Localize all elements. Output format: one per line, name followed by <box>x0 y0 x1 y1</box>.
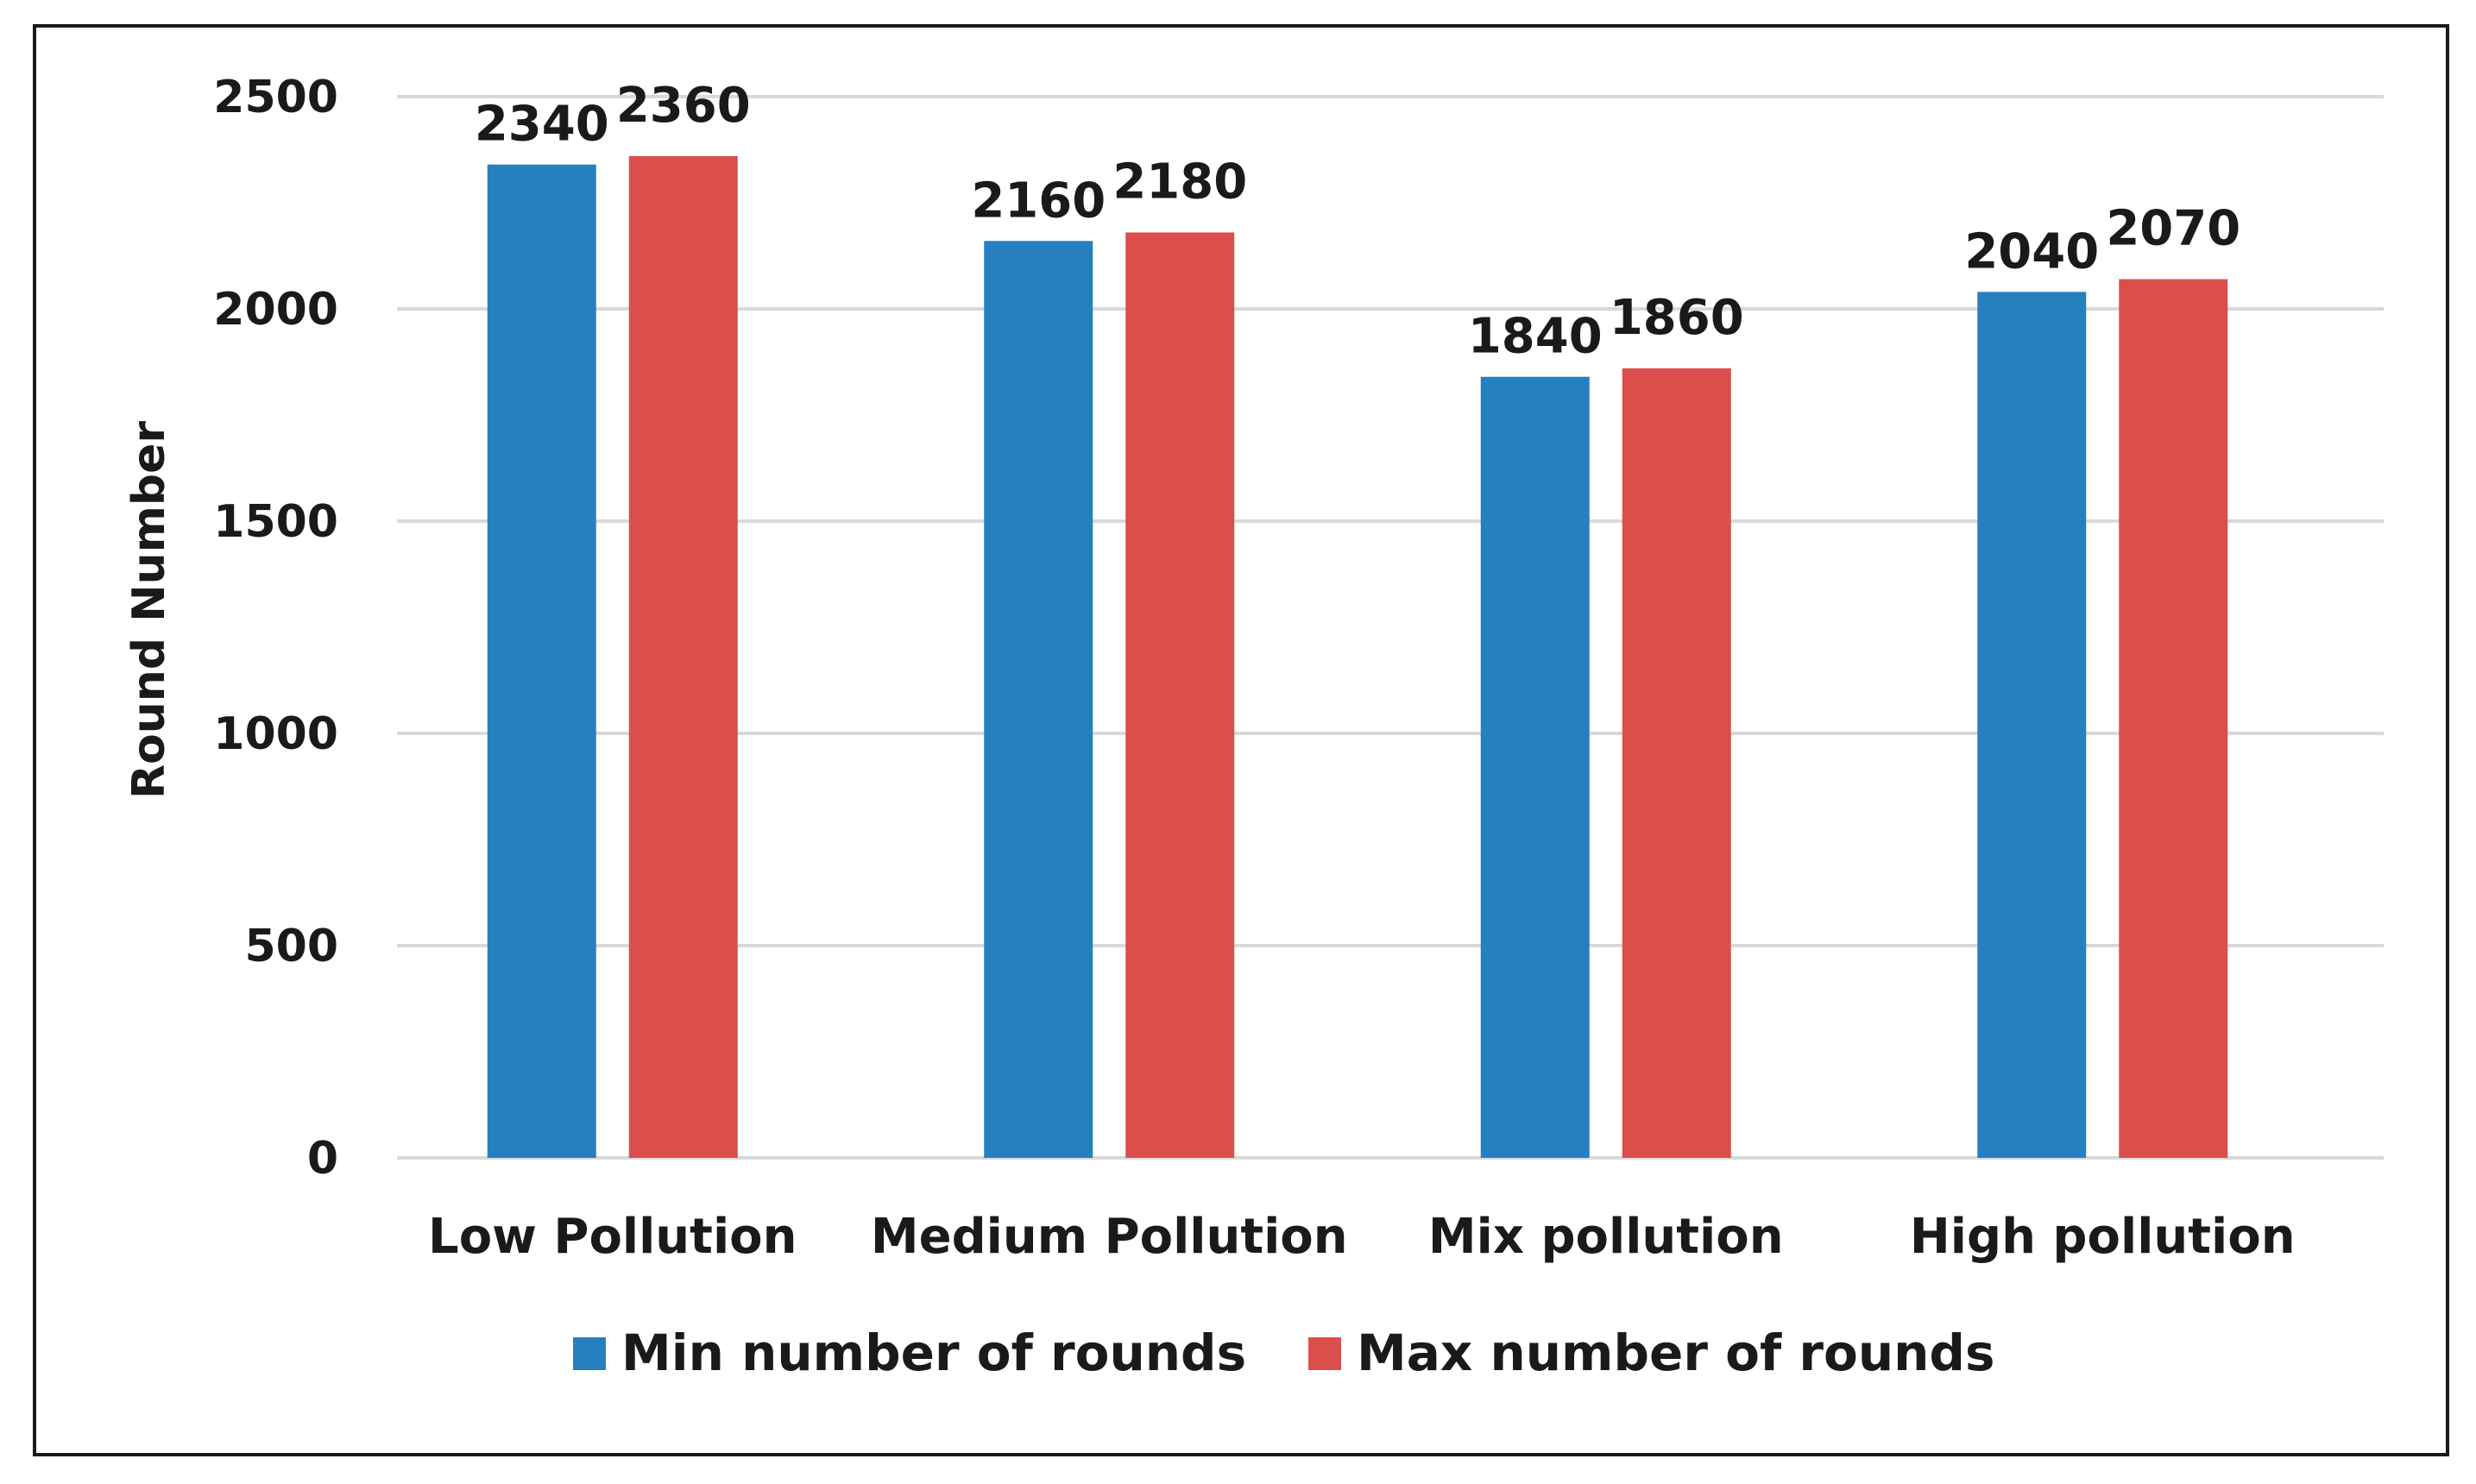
y-axis-title: Round Number <box>123 421 175 799</box>
data-label: 2070 <box>2106 201 2240 257</box>
x-category-labels: Low Pollution Medium Pollution Mix polluti… <box>428 1209 2296 1265</box>
data-label: 2360 <box>616 78 751 134</box>
bar-max-0 <box>628 155 738 1158</box>
y-tick-labels: 0 500 1000 1500 2000 2500 <box>213 72 338 1185</box>
bar-max-2 <box>1622 368 1731 1158</box>
y-tick-label: 1000 <box>213 708 338 760</box>
x-category-label: High pollution <box>1910 1209 2296 1265</box>
chart-frame: 0 500 1000 1500 2000 2500 2340 2360 2160 2180 184… <box>33 24 2449 1456</box>
data-label: 2160 <box>971 173 1106 229</box>
data-label: 2340 <box>475 97 609 153</box>
bar-max-3 <box>2119 279 2228 1158</box>
legend-swatch-max <box>1308 1337 1341 1370</box>
x-category-label: Mix pollution <box>1428 1209 1784 1265</box>
y-tick-label: 500 <box>244 921 338 972</box>
x-category-label: Medium Pollution <box>871 1209 1348 1265</box>
data-label: 1840 <box>1468 309 1603 365</box>
bars <box>487 155 2228 1159</box>
bar-max-1 <box>1125 232 1235 1159</box>
data-label: 2040 <box>1964 223 2099 280</box>
x-category-label: Low Pollution <box>428 1209 797 1265</box>
bar-min-3 <box>1977 292 2087 1158</box>
bar-min-0 <box>487 164 596 1159</box>
data-label: 1860 <box>1610 290 1744 346</box>
y-tick-label: 1500 <box>213 496 338 548</box>
data-labels: 2340 2360 2160 2180 1840 1860 2040 2070 <box>475 78 2240 365</box>
y-tick-label: 2500 <box>213 72 338 123</box>
y-tick-label: 0 <box>307 1133 338 1185</box>
legend: Min number of rounds Max number of rounds <box>573 1324 1994 1382</box>
bar-min-2 <box>1480 376 1590 1159</box>
legend-swatch-min <box>573 1337 606 1370</box>
data-label: 2180 <box>1112 154 1247 210</box>
bar-min-1 <box>984 241 1093 1158</box>
y-tick-label: 2000 <box>213 284 338 336</box>
legend-label-max: Max number of rounds <box>1357 1324 1994 1382</box>
bar-chart: 0 500 1000 1500 2000 2500 2340 2360 2160 2180 184… <box>123 72 2384 1382</box>
legend-label-min: Min number of rounds <box>621 1324 1246 1382</box>
